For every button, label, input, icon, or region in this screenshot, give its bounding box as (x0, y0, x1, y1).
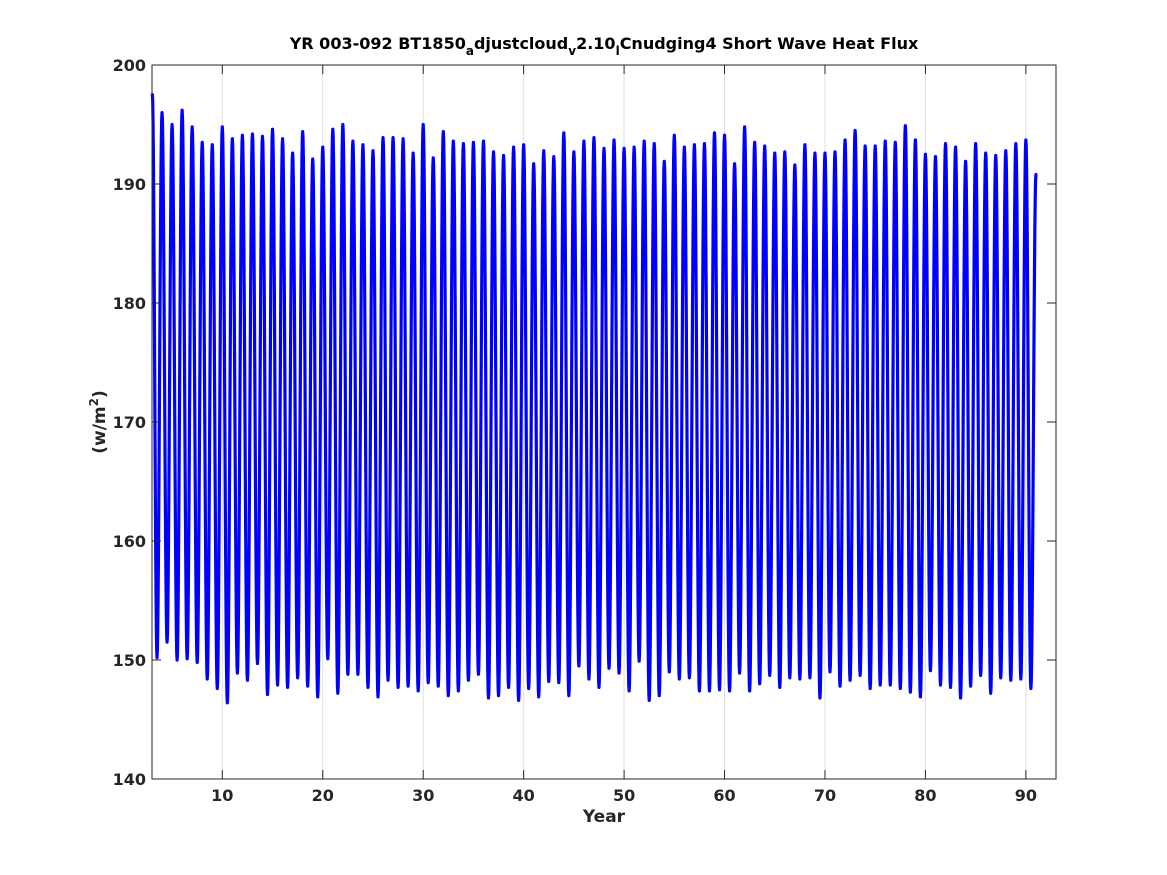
title-part-3: 2.10 (576, 34, 615, 53)
title-subscript-2: v (568, 44, 576, 58)
y-axis-label-prefix: (w/m (90, 406, 110, 453)
y-tick-label: 180 (113, 294, 146, 313)
y-tick-label: 140 (113, 770, 146, 789)
title-part-2: djustcloud (474, 34, 568, 53)
y-tick-label: 160 (113, 532, 146, 551)
x-tick-label: 30 (412, 786, 434, 805)
y-tick-label: 170 (113, 413, 146, 432)
title-part-1: YR 003-092 BT1850 (289, 34, 466, 53)
title-part-4: Cnudging4 Short Wave Heat Flux (620, 34, 919, 53)
y-tick-label: 190 (113, 175, 146, 194)
series-layer (150, 93, 1038, 705)
x-tick-labels: 10 20 30 40 50 60 70 80 90 (211, 786, 1037, 805)
y-tick-label: 150 (113, 651, 146, 670)
y-axis-label-superscript: 2 (87, 398, 101, 406)
title-subscript-3: l (616, 44, 620, 58)
chart-title: YR 003-092 BT1850adjustcloudv2.10lCnudgi… (289, 34, 919, 58)
y-axis-label-suffix: ) (90, 390, 110, 398)
x-axis-label: Year (582, 807, 626, 827)
y-tick-label: 200 (113, 56, 146, 75)
x-tick-label: 20 (312, 786, 334, 805)
title-subscript-1: a (466, 44, 474, 58)
y-tick-labels: 140 150 160 170 180 190 200 (113, 56, 146, 789)
y-axis-label: (w/m2) (87, 390, 110, 454)
x-tick-label: 50 (613, 786, 635, 805)
x-tick-label: 80 (914, 786, 936, 805)
x-tick-label: 90 (1015, 786, 1037, 805)
axis-ticks (152, 64, 1056, 780)
x-tick-label: 70 (814, 786, 836, 805)
x-tick-label: 60 (713, 786, 735, 805)
x-tick-label: 40 (513, 786, 535, 805)
x-tick-label: 10 (211, 786, 233, 805)
